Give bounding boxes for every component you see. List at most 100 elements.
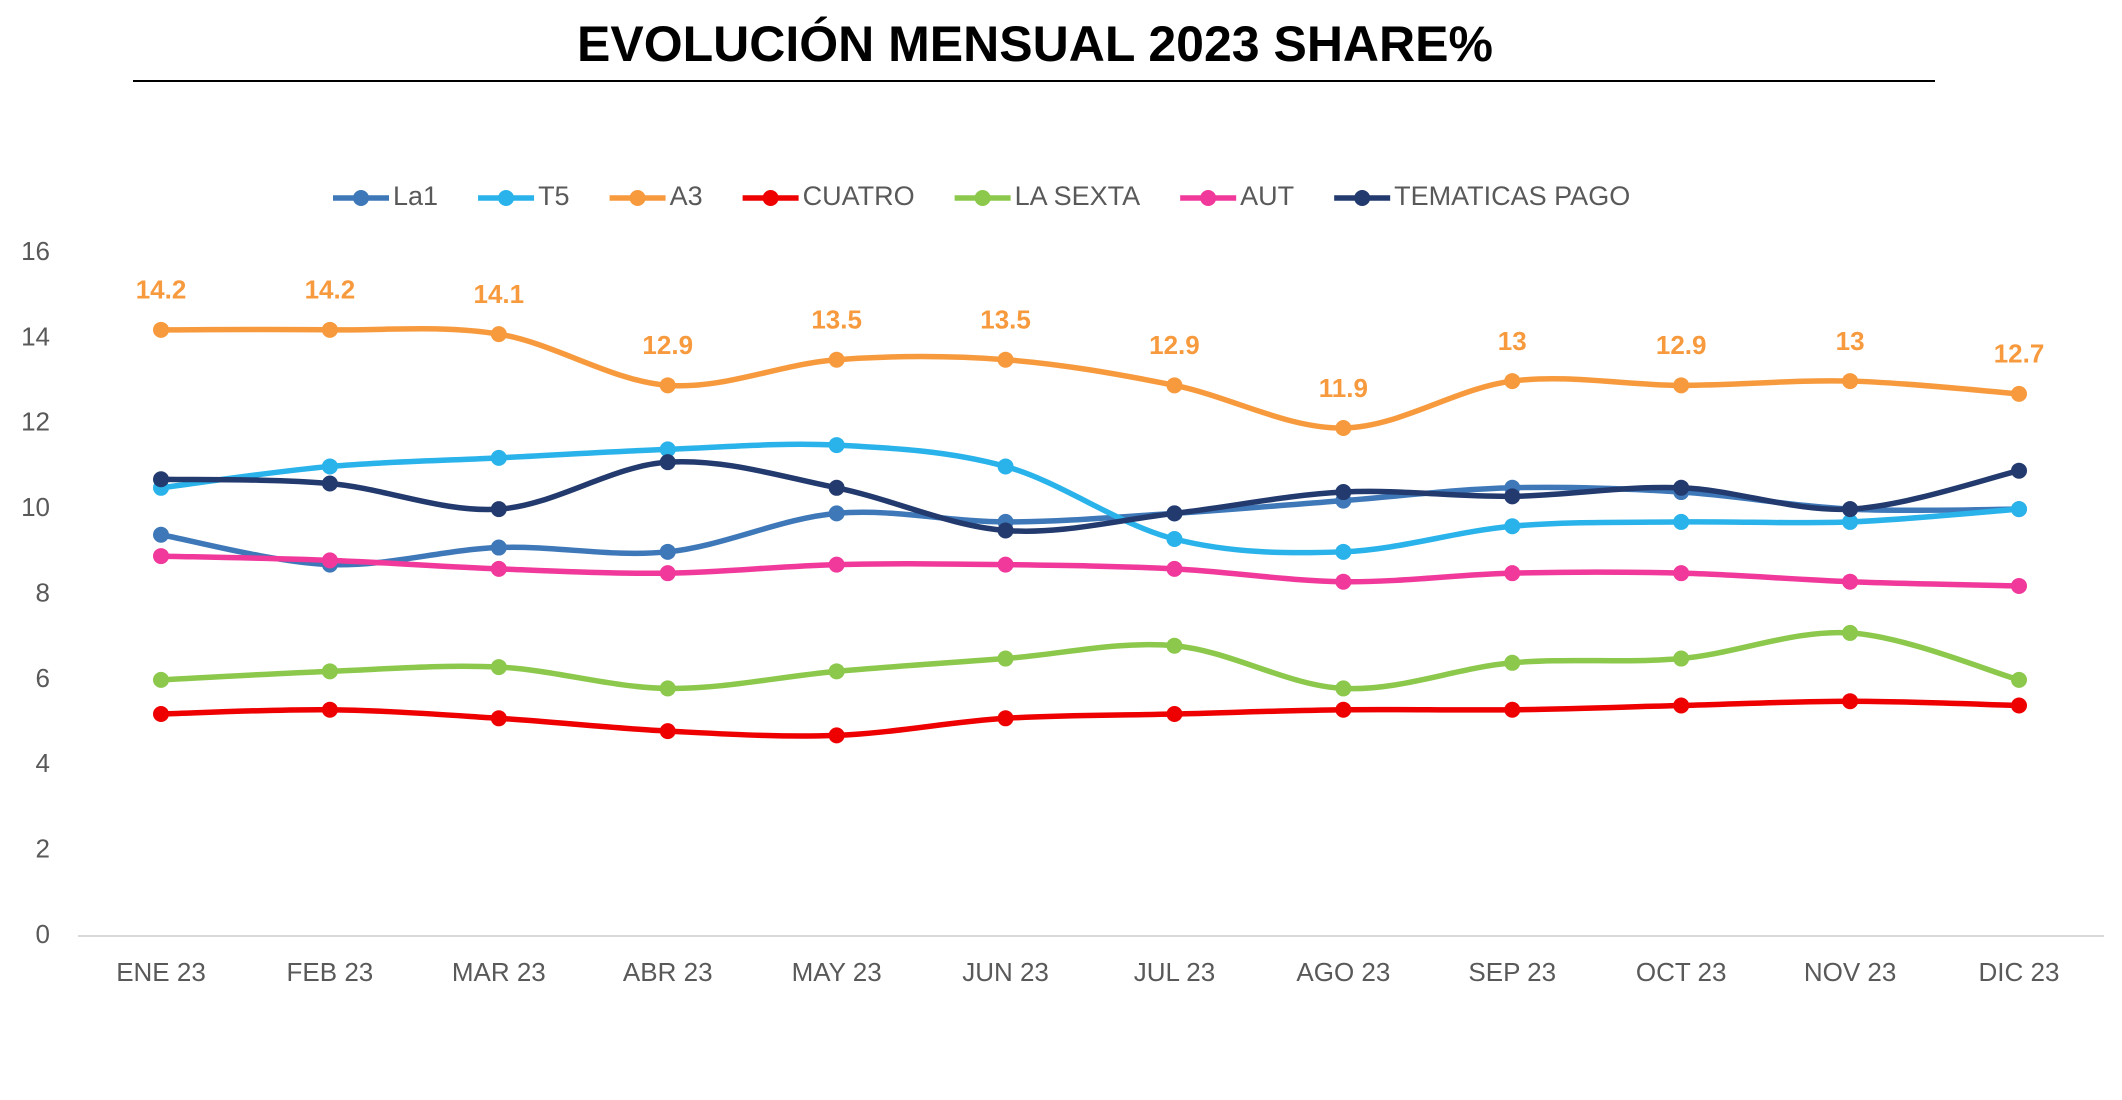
marker	[321, 475, 338, 492]
marker	[828, 505, 845, 522]
marker	[2011, 462, 2027, 479]
data-label: 12.9	[642, 330, 693, 360]
marker	[997, 710, 1014, 727]
marker	[2011, 697, 2027, 714]
marker	[1842, 573, 1859, 590]
x-tick-label: JUN 23	[962, 957, 1049, 987]
marker	[1673, 650, 1690, 667]
y-tick-label: 12	[21, 407, 50, 437]
marker	[153, 321, 169, 338]
marker	[1673, 697, 1690, 714]
marker	[2011, 671, 2027, 688]
series-line	[158, 441, 2022, 556]
marker	[490, 449, 507, 466]
legend-marker	[1200, 190, 1217, 206]
legend-marker	[498, 190, 515, 206]
marker	[1673, 513, 1690, 530]
marker	[321, 663, 338, 680]
x-tick-label: DIC 23	[1979, 957, 2060, 987]
marker	[153, 526, 169, 543]
marker	[828, 437, 845, 454]
marker	[153, 471, 169, 488]
x-tick-label: MAY 23	[792, 957, 882, 987]
marker	[659, 441, 676, 458]
legend-marker	[353, 190, 369, 206]
marker	[1166, 560, 1183, 577]
marker	[828, 556, 845, 573]
legend-marker	[974, 190, 991, 206]
marker	[1166, 531, 1183, 548]
marker	[1673, 377, 1690, 394]
x-tick-label: ENE 23	[116, 957, 206, 987]
marker	[828, 479, 845, 496]
chart-title: EVOLUCIÓN MENSUAL 2023 SHARE%	[577, 16, 1493, 72]
y-tick-label: 2	[36, 834, 50, 864]
marker	[1504, 373, 1521, 390]
marker	[1335, 543, 1352, 560]
legend-label: TEMATICAS PAGO	[1394, 181, 1630, 211]
marker	[490, 710, 507, 727]
legend-label: T5	[538, 181, 570, 211]
x-tick-label: MAR 23	[452, 957, 546, 987]
marker	[659, 377, 676, 394]
marker	[1335, 680, 1352, 697]
x-tick-label: AGO 23	[1296, 957, 1390, 987]
legend-label: La1	[393, 181, 438, 211]
y-tick-label: 16	[21, 236, 50, 266]
marker	[321, 552, 338, 569]
x-tick-label: SEP 23	[1468, 957, 1556, 987]
y-tick-label: 0	[36, 919, 50, 949]
legend-label: CUATRO	[803, 181, 915, 211]
marker	[997, 458, 1014, 475]
marker	[1842, 624, 1859, 641]
y-tick-label: 4	[36, 748, 50, 778]
marker	[1504, 654, 1521, 671]
data-label: 12.7	[1994, 339, 2045, 369]
marker	[153, 548, 169, 565]
series-line	[158, 458, 2022, 534]
marker	[153, 706, 169, 723]
y-tick-label: 10	[21, 492, 50, 522]
x-tick-label: NOV 23	[1804, 957, 1897, 987]
marker	[1504, 488, 1521, 505]
x-tick-label: ABR 23	[623, 957, 713, 987]
marker	[490, 560, 507, 577]
data-label: 13	[1498, 326, 1527, 356]
marker	[1504, 518, 1521, 535]
legend-marker	[1354, 190, 1371, 206]
marker	[490, 326, 507, 343]
series-line	[158, 698, 2022, 739]
marker	[1673, 565, 1690, 582]
marker	[659, 723, 676, 740]
marker	[1335, 420, 1352, 437]
legend-marker	[762, 190, 779, 206]
legend-label: LA SEXTA	[1015, 181, 1141, 211]
marker	[490, 501, 507, 518]
marker	[659, 454, 676, 471]
series-line	[158, 484, 2022, 568]
marker	[1166, 706, 1183, 723]
data-label: 13	[1836, 326, 1865, 356]
x-tick-label: OCT 23	[1636, 957, 1727, 987]
y-tick-label: 14	[21, 321, 50, 351]
marker	[997, 556, 1014, 573]
marker	[997, 522, 1014, 539]
legend-label: AUT	[1240, 181, 1294, 211]
y-tick-label: 6	[36, 663, 50, 693]
marker	[1842, 513, 1859, 530]
y-tick-label: 8	[36, 577, 50, 607]
marker	[828, 351, 845, 368]
marker	[1504, 701, 1521, 718]
marker	[1166, 377, 1183, 394]
data-label: 13.5	[980, 305, 1031, 335]
marker	[828, 663, 845, 680]
marker	[321, 321, 338, 338]
marker	[1335, 701, 1352, 718]
marker	[1842, 501, 1859, 518]
marker	[828, 727, 845, 744]
marker	[997, 351, 1014, 368]
marker	[1166, 637, 1183, 654]
legend-marker	[629, 190, 646, 206]
